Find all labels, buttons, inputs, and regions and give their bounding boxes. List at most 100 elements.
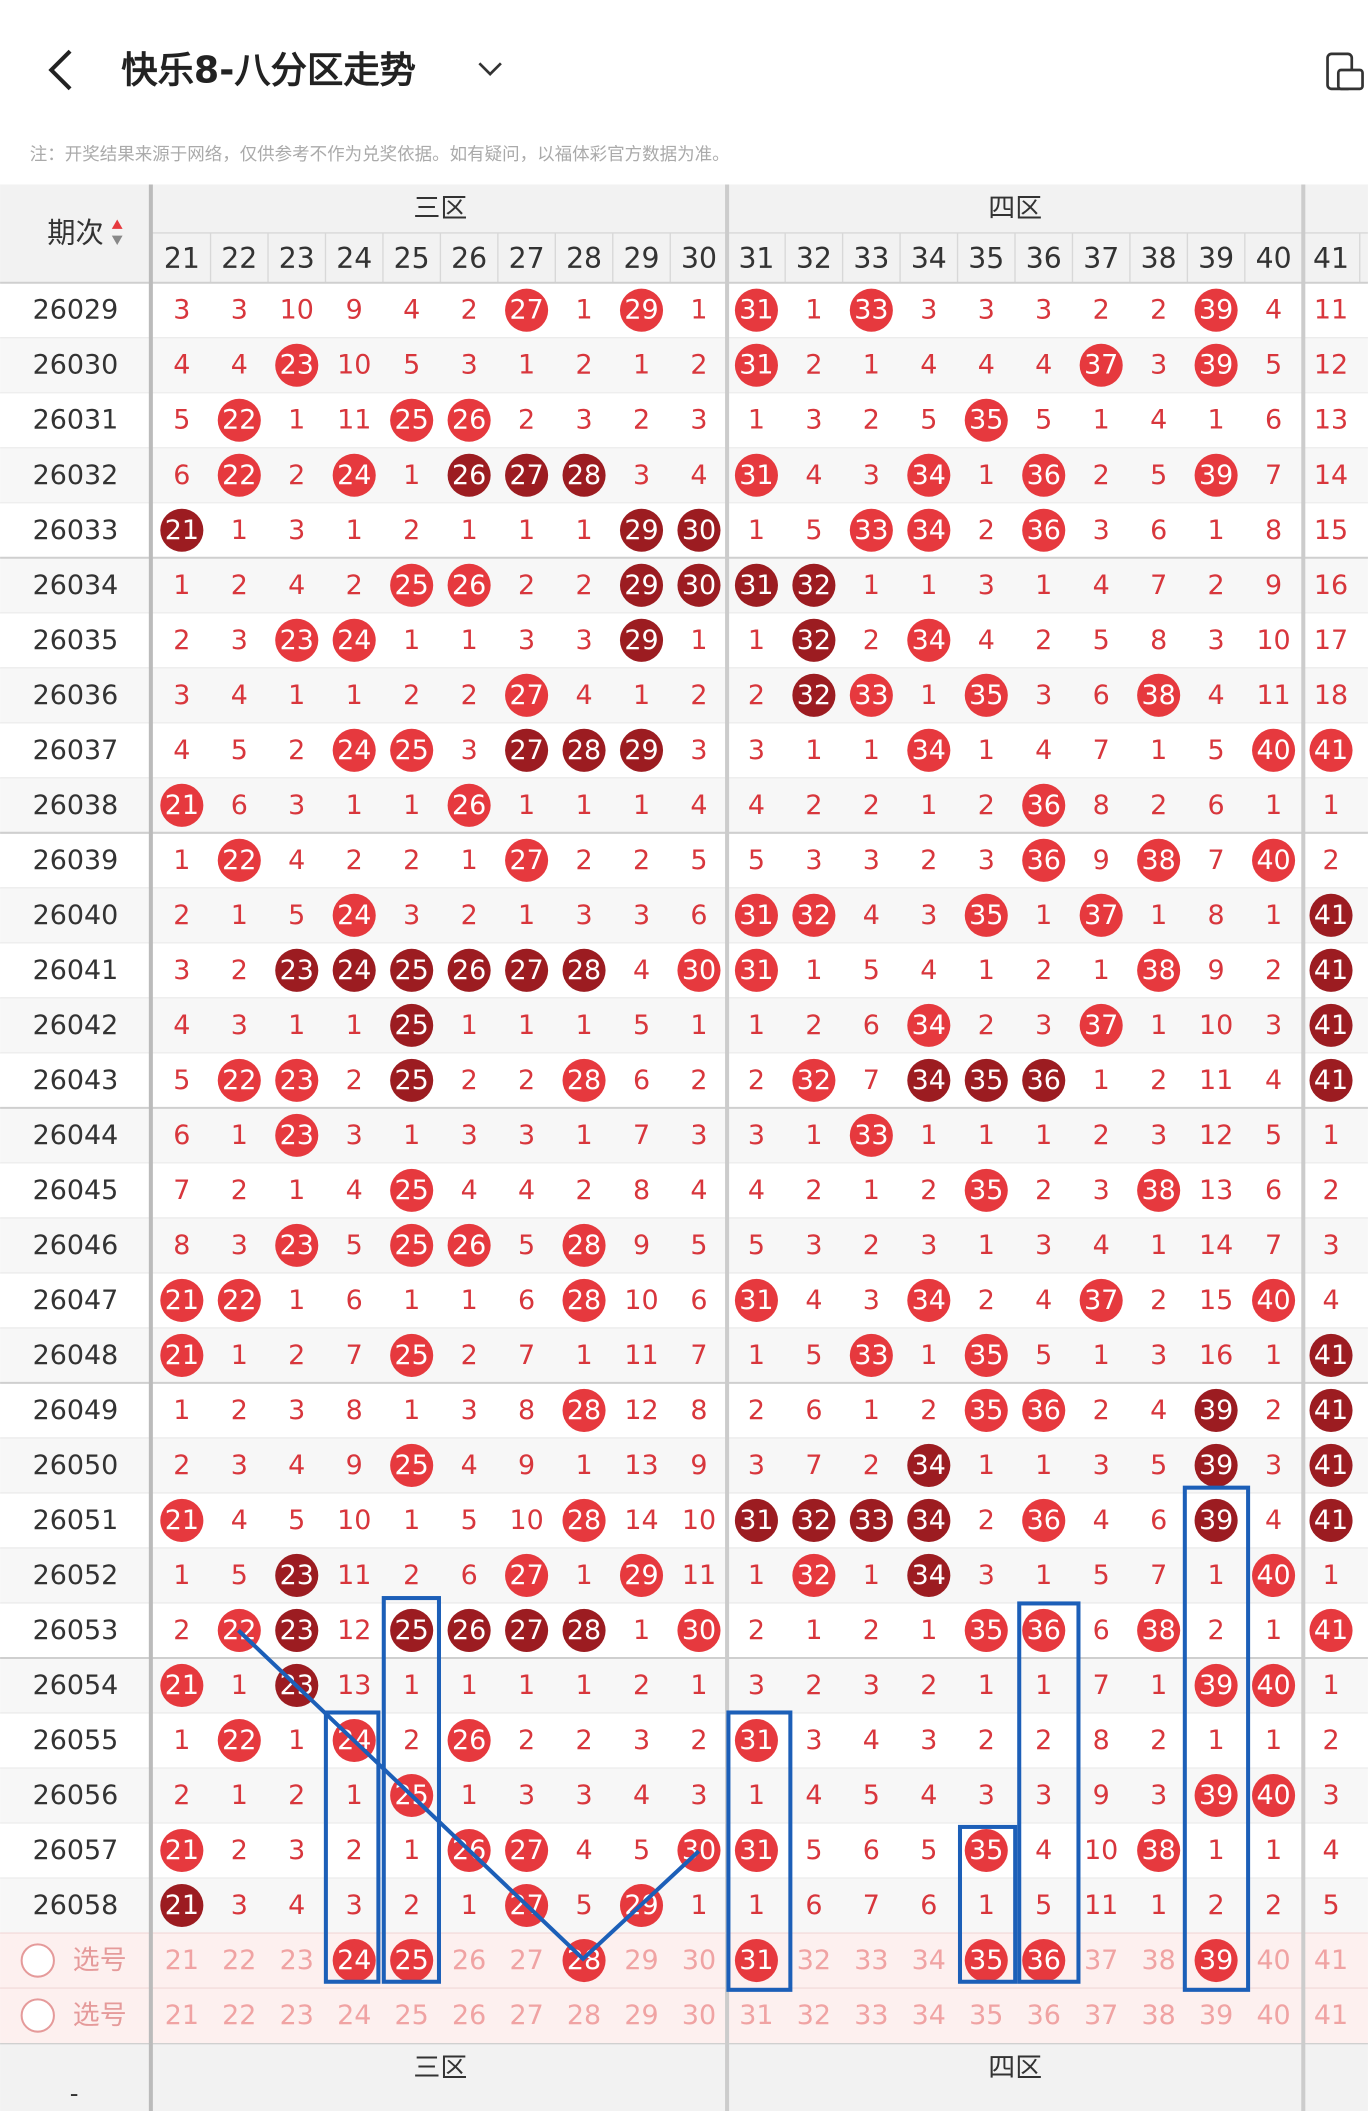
cell-number: 2 [920,1670,937,1701]
pick-label[interactable]: 选号 [73,2000,127,2031]
ball [160,1333,204,1377]
pick-label[interactable]: 选号 [73,1945,127,1976]
ball [1252,1278,1296,1322]
period: 26058 [33,1890,119,1921]
cell-number: 5 [173,405,190,436]
cell-number: 2 [978,515,995,546]
cell-number: 35 [969,1065,1003,1096]
cell-number: 1 [690,295,707,326]
cell-number: 32 [797,1560,831,1591]
cell-number: 7 [1208,845,1225,876]
cell-number: 4 [690,460,707,491]
cell-number: 3 [1150,1340,1167,1371]
cell-number: 5 [633,1835,650,1866]
pick-radio[interactable] [20,1998,55,2033]
ball [217,838,261,882]
cell-number: 8 [1093,790,1110,821]
cell-number: 6 [173,1120,190,1151]
ball [160,1498,204,1542]
cell-number: 2 [1035,1175,1052,1206]
row-stripe [0,777,1368,833]
cell-number: 3 [978,845,995,876]
pick-row-bg [0,1988,1368,2044]
cell-number: 38 [1142,845,1176,876]
cell-number: 2 [231,570,248,601]
cell-number: 5 [231,735,248,766]
cell-number: 41 [1314,1010,1348,1041]
cell-number: 1 [1208,1725,1225,1756]
cell-number: 1 [518,350,535,381]
cell-number: 4 [805,1285,822,1316]
cell-number: 4 [690,790,707,821]
cell-number: 3 [288,1395,305,1426]
cell-number: 1 [231,1780,248,1811]
cell-number: 3 [575,405,592,436]
cell-number: 2 [748,1615,765,1646]
cell-number: 27 [509,1615,543,1646]
ball [275,343,319,387]
cell-number: 3 [978,1780,995,1811]
cell-number: 31 [739,2000,773,2031]
cell-number: 23 [280,955,314,986]
cell-number: 6 [1150,1505,1167,1536]
ball [505,453,549,497]
cell-number: 1 [1322,1670,1339,1701]
cell-number: 1 [403,790,420,821]
cell-number: 1 [863,570,880,601]
cell-number: 5 [1150,1450,1167,1481]
cell-number: 11 [337,405,371,436]
cell-number: 11 [1084,1890,1118,1921]
cell-number: 1 [403,1505,420,1536]
ball [505,288,549,332]
cell-number: 1 [863,1395,880,1426]
pick-radio[interactable] [20,1943,55,1978]
period: 26047 [33,1285,119,1316]
cell-number: 3 [461,350,478,381]
cell-number: 4 [1035,1835,1052,1866]
ball [964,1608,1008,1653]
ball [447,453,491,497]
cell-number: 11 [624,1340,658,1371]
cell-number: 3 [231,295,248,326]
cell-number: 40 [1256,845,1290,876]
cell-number: 1 [805,1615,822,1646]
row-stripe [0,1107,1368,1163]
dropdown-toggle[interactable] [478,62,502,76]
cell-number: 27 [509,460,543,491]
cell-number: 3 [1035,1780,1052,1811]
cell-number: 2 [173,1780,190,1811]
cell-number: 1 [1208,405,1225,436]
cell-number: 28 [567,955,601,986]
cell-number: 1 [748,1890,765,1921]
settings-icon[interactable] [1326,52,1364,91]
cell-number: 1 [288,1725,305,1756]
cell-number: 3 [518,1120,535,1151]
cell-number: 7 [805,1450,822,1481]
cell-number: 1 [575,1560,592,1591]
cell-number: 3 [231,625,248,656]
period: 26031 [33,405,119,436]
ball [734,563,778,607]
cell-number: 2 [1208,570,1225,601]
cell-number: 3 [575,625,592,656]
cell-number: 3 [863,1670,880,1701]
cell-number: 12 [337,1615,371,1646]
cell-number: 1 [978,1450,995,1481]
ball [907,618,951,662]
ball [1194,288,1238,332]
cell-number: 1 [748,405,765,436]
cell-number: 3 [231,1450,248,1481]
cell-number: 2 [1150,295,1167,326]
ball [1022,453,1066,497]
period-header[interactable]: 期次 [47,216,104,249]
page-title: 快乐8-八分区走势 [121,49,416,92]
cell-number: 23 [280,625,314,656]
cell-number: 31 [739,1725,773,1756]
ball [734,288,778,332]
ball [1194,1938,1238,1983]
back-button[interactable] [48,49,72,91]
ball [1252,728,1296,772]
cell-number: 37 [1084,1945,1118,1976]
cell-number: 8 [346,1395,363,1426]
cell-number: 3 [805,1230,822,1261]
